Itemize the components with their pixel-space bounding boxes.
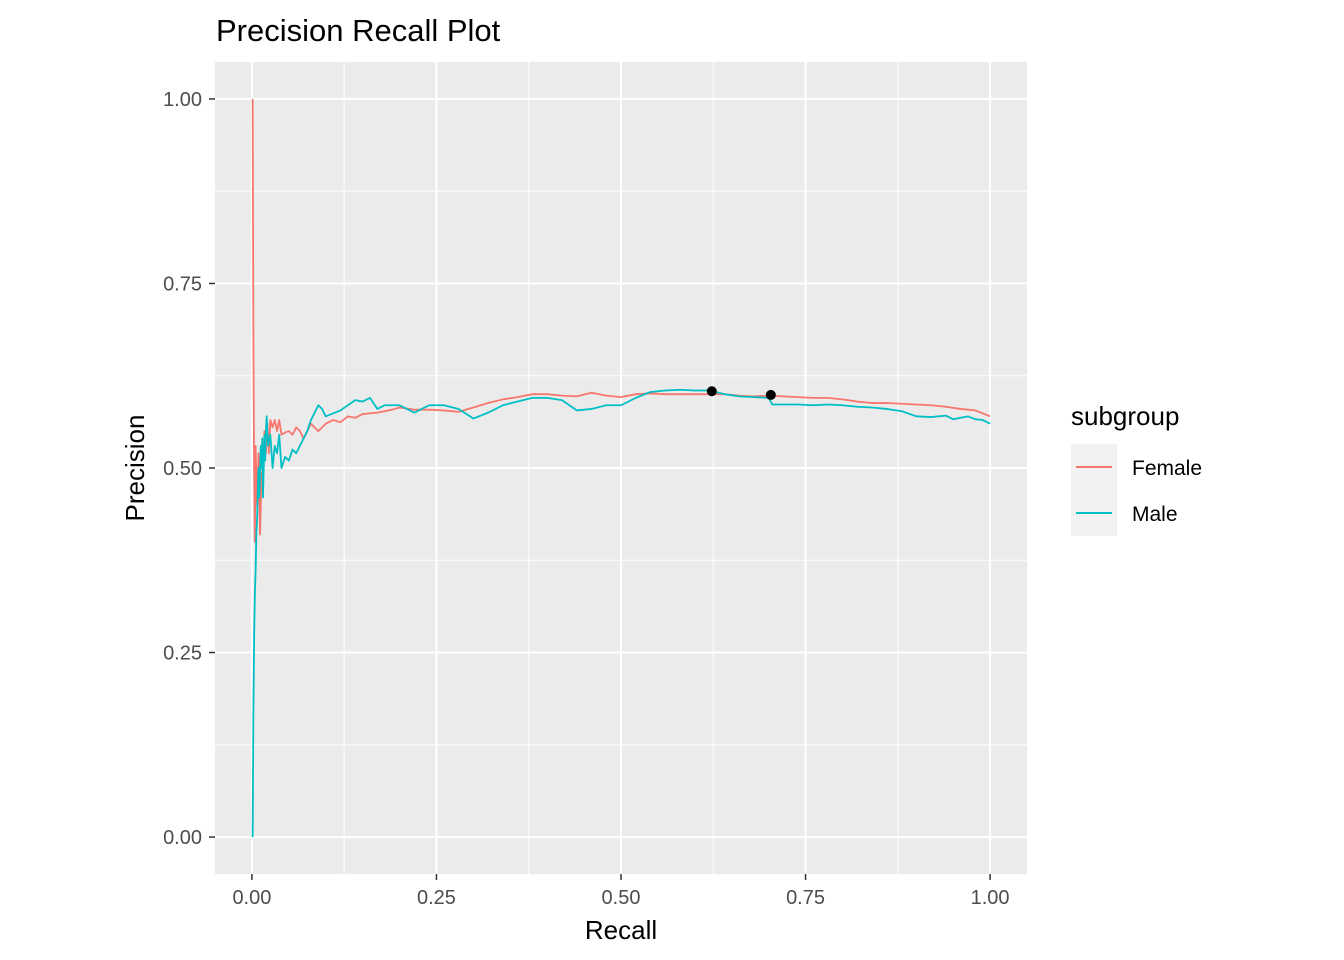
legend-label-male: Male [1132, 503, 1178, 526]
y-axis-title: Precision [120, 415, 150, 522]
x-tick-label: 0.50 [602, 887, 641, 909]
x-axis-ticks: 0.00 0.25 0.50 0.75 1.00 [232, 874, 1010, 909]
legend-items: Female Male [1071, 444, 1202, 536]
y-tick-label: 0.25 [163, 643, 202, 665]
x-tick-label: 0.25 [417, 887, 456, 909]
legend-title: subgroup [1071, 401, 1179, 431]
x-tick-label: 0.75 [786, 887, 825, 909]
chart-title: Precision Recall Plot [216, 13, 501, 48]
series-line-male [251, 388, 991, 838]
y-tick-label: 0.50 [163, 458, 202, 480]
y-tick-label: 0.00 [163, 827, 202, 849]
x-axis-title: Recall [585, 915, 657, 945]
highlight-point [765, 389, 776, 400]
y-tick-label: 0.75 [163, 273, 202, 295]
x-tick-label: 1.00 [971, 887, 1010, 909]
highlight-points [706, 386, 776, 400]
series-lines [251, 98, 991, 838]
y-axis-ticks: 0.00 0.25 0.50 0.75 1.00 [163, 89, 215, 849]
highlight-point [706, 386, 717, 397]
major-gridlines [215, 62, 1027, 874]
y-tick-label: 1.00 [163, 89, 202, 111]
x-tick-label: 0.00 [232, 887, 271, 909]
legend-label-female: Female [1132, 457, 1202, 480]
legend: subgroup Female Male [1071, 401, 1202, 536]
